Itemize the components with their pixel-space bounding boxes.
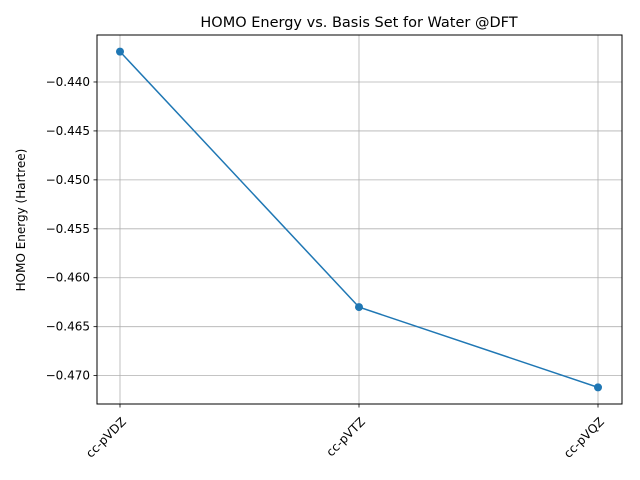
series-layer xyxy=(116,47,602,392)
y-tick-label: −0.455 xyxy=(46,222,90,236)
x-tick-label: cc-pVTZ xyxy=(323,415,367,459)
y-tick-label: −0.445 xyxy=(46,124,90,138)
y-tick-label: −0.460 xyxy=(46,271,90,285)
plot-area-frame xyxy=(96,34,623,405)
y-axis: −0.440 −0.445 −0.450 −0.455 −0.460 −0.465 −0.4… xyxy=(46,75,97,383)
x-tick-label: cc-pVQZ xyxy=(561,415,607,461)
y-axis-label: HOMO Energy (Hartree) xyxy=(14,149,28,292)
y-tick-label: −0.440 xyxy=(46,75,90,89)
y-tick-label: −0.470 xyxy=(46,369,90,383)
data-point-cc-pvdz xyxy=(116,47,124,56)
x-axis: cc-pVDZ cc-pVTZ cc-pVQZ xyxy=(83,404,607,461)
chart-title: HOMO Energy vs. Basis Set for Water @DFT xyxy=(200,15,517,31)
grid xyxy=(97,35,622,404)
y-tick-label: −0.450 xyxy=(46,173,90,187)
data-point-cc-pvtz xyxy=(355,303,363,312)
y-tick-label: −0.465 xyxy=(46,320,90,334)
data-point-cc-pvqz xyxy=(594,383,602,392)
x-tick-label: cc-pVDZ xyxy=(83,415,129,461)
